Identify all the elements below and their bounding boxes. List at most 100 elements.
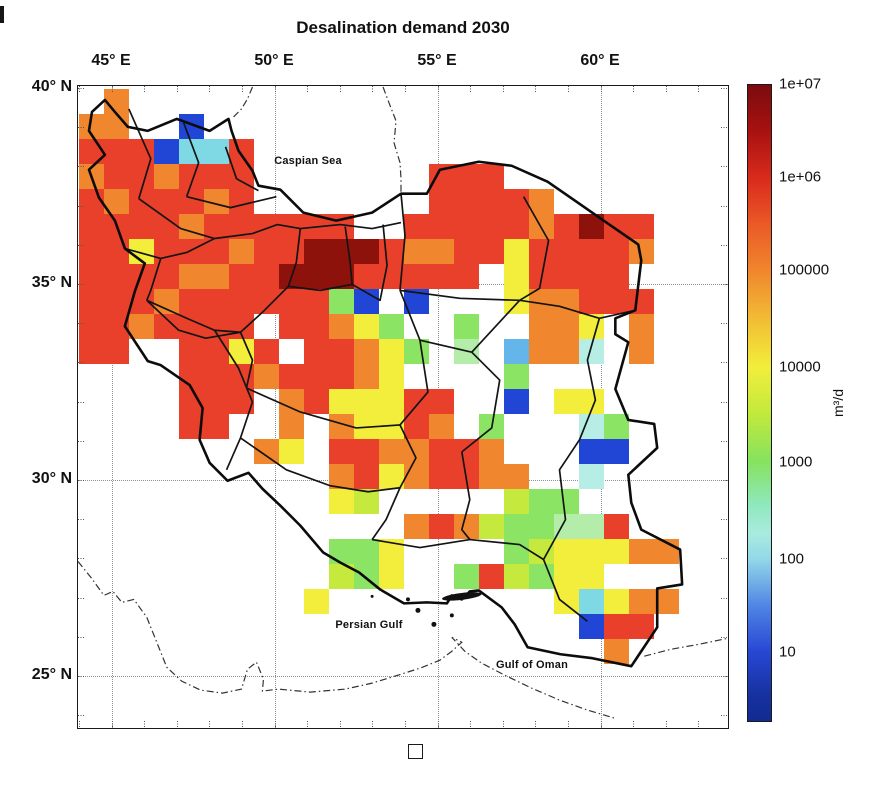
footer-checkbox[interactable] [408,744,423,759]
sea-label: Caspian Sea [274,155,342,167]
minor-tick [242,86,243,92]
graticule-parallel [78,676,728,677]
minor-tick [721,127,727,129]
grid-cell [504,364,529,389]
grid-cell [404,264,429,289]
minor-tick [721,519,727,521]
minor-tick [721,362,727,364]
grid-cell [79,289,104,314]
grid-cell [229,189,254,214]
minor-tick [78,88,84,89]
grid-cell [479,439,504,464]
grid-cell [204,339,229,364]
edge-ticks-layer [78,86,728,728]
grid-cell [504,239,529,264]
grid-cell [454,264,479,289]
grid-cell [79,189,104,214]
minor-tick [176,721,178,727]
colorbar-tick-label: 1e+07 [779,75,822,93]
grid-cell [604,639,629,664]
grid-cell [179,264,204,289]
grid-cell [79,314,104,339]
grid-cell [354,539,379,564]
minor-tick [721,284,727,285]
minor-tick [176,86,178,92]
y-tick-label: 30° N [31,470,72,487]
grid-cell [304,364,329,389]
grid-cell [204,289,229,314]
grid-cell [629,339,654,364]
grid-cell [479,464,504,489]
minor-tick [209,86,211,92]
grid-cell [154,239,179,264]
minor-tick [78,362,84,364]
minor-tick [372,86,374,92]
grid-cell [429,264,454,289]
colorbar-tick-label: 10000 [779,358,821,376]
grid-cell [179,364,204,389]
minor-tick [721,244,727,246]
grid-cell [504,214,529,239]
grid-cell [454,189,479,214]
minor-tick [470,86,472,92]
grid-cell [329,389,354,414]
minor-tick [78,440,84,442]
grid-cell [529,514,554,539]
grid-cell [279,414,304,439]
grid-cell [329,289,354,314]
grid-cell [604,239,629,264]
minor-tick [568,721,569,727]
minor-tick [78,401,84,403]
grid-cell [279,289,304,314]
grid-cell [604,289,629,314]
minor-tick [535,721,537,727]
minor-tick [78,597,84,599]
grid-cell [529,539,554,564]
grid-cell [554,514,579,539]
grid-cell [354,464,379,489]
grid-cell [204,414,229,439]
grid-cell [279,389,304,414]
chart-title: Desalination demand 2030 [296,18,510,37]
grid-cell [104,339,129,364]
grid-cell [554,214,579,239]
minor-tick [721,480,727,481]
minor-tick [78,636,84,638]
grid-cell [404,414,429,439]
grid-cell [504,464,529,489]
grid-cell [104,264,129,289]
grid-cell [604,614,629,639]
minor-tick [372,721,374,727]
minor-tick [721,323,727,325]
grid-cell [104,139,129,164]
grid-cell [179,339,204,364]
grid-cell [329,464,354,489]
grid-cell [404,389,429,414]
minor-tick [339,721,341,727]
grid-cell [554,389,579,414]
grid-cell [354,489,379,514]
minor-tick [78,480,84,481]
minor-tick [78,715,84,717]
minor-tick [721,676,727,677]
grid-cell [279,239,304,264]
minor-tick [633,721,635,727]
grid-cell [579,239,604,264]
grid-cell [454,314,479,339]
grid-cell [554,314,579,339]
province-borders [124,108,636,622]
grid-cell [354,364,379,389]
graticule-meridian [275,86,276,728]
grid-cell [454,214,479,239]
grid-cell [404,239,429,264]
grid-cell [429,214,454,239]
minor-tick [78,166,84,168]
grid-cell [379,439,404,464]
coastline-dashed [78,86,728,719]
grid-cell [429,389,454,414]
minor-tick [78,558,84,560]
heatmap-cells-layer [78,86,728,728]
grid-cell [404,339,429,364]
sea-label: Persian Gulf [335,619,403,631]
grid-cell [79,239,104,264]
